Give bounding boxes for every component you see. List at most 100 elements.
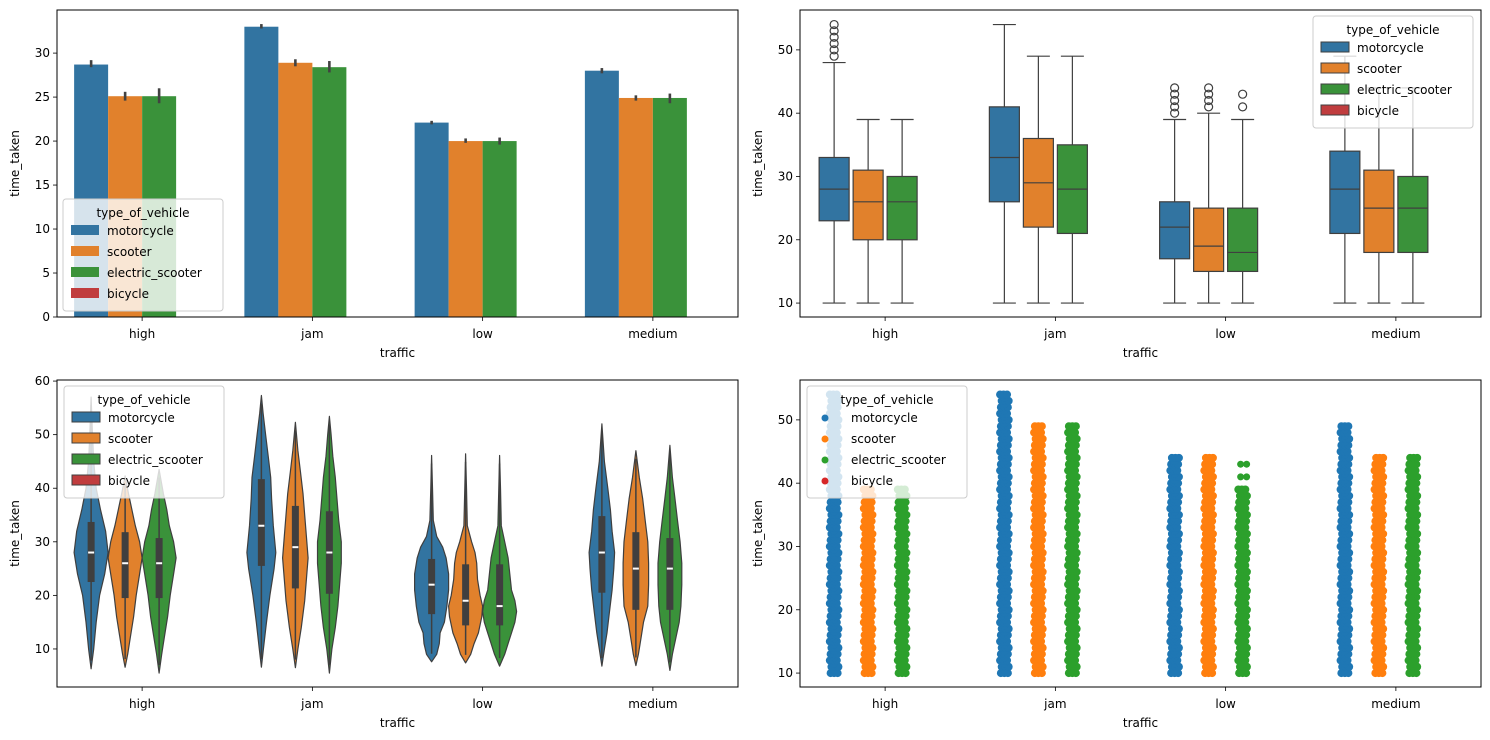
legend-swatch-electric_scooter xyxy=(71,267,99,277)
violin-iqr-box xyxy=(155,538,163,599)
y-tick-label: 20 xyxy=(35,134,50,148)
strip-point xyxy=(1037,422,1046,431)
violin-iqr-box xyxy=(666,538,674,610)
legend-swatch-bicycle xyxy=(1320,104,1350,116)
strip-point xyxy=(1174,453,1183,462)
legend-swatch-electric_scooter xyxy=(71,453,101,465)
legend-label-bicycle: bicycle xyxy=(108,474,150,488)
y-tick-label: 10 xyxy=(778,666,793,680)
legend-label-scooter: scooter xyxy=(108,432,153,446)
box-iqr xyxy=(1193,207,1225,273)
y-axis-label: time_taken xyxy=(8,500,22,567)
y-tick-label: 40 xyxy=(778,476,793,490)
outlier-point xyxy=(829,26,839,36)
strip-point xyxy=(1243,460,1251,468)
outlier-point xyxy=(829,32,839,42)
legend-title: type_of_vehicle xyxy=(96,206,189,220)
outlier-point xyxy=(1170,83,1180,93)
outlier-point xyxy=(1238,89,1248,99)
y-tick-label: 20 xyxy=(778,233,793,247)
violin-scooter-low xyxy=(448,453,484,664)
violin-iqr-box xyxy=(598,516,606,593)
strip-electric_scooter-low xyxy=(1234,460,1251,678)
box-electric_scooter-high xyxy=(886,118,918,304)
box-electric_scooter-medium xyxy=(1397,87,1429,304)
y-tick-label: 5 xyxy=(42,266,50,280)
legend-frame xyxy=(62,198,224,312)
legend: type_of_vehicle motorcycle scooter electric… xyxy=(62,198,224,312)
y-axis-label: time_taken xyxy=(751,130,765,197)
strip-motorcycle-jam xyxy=(996,390,1013,678)
legend-label-bicycle: bicycle xyxy=(107,287,149,301)
outlier-point xyxy=(829,45,839,55)
violin-motorcycle-low xyxy=(414,454,450,663)
legend-label-bicycle: bicycle xyxy=(1357,104,1399,118)
strip-point xyxy=(1071,422,1080,431)
legend-swatch-bicycle xyxy=(71,474,101,486)
violin-motorcycle-jam xyxy=(246,394,277,668)
legend-frame xyxy=(806,385,968,499)
strip-point xyxy=(1344,422,1353,431)
strip-scooter-medium xyxy=(1370,453,1388,678)
box-iqr xyxy=(1159,201,1191,260)
legend: type_of_vehicle motorcycle scooter electric… xyxy=(1312,15,1474,129)
legend-label-scooter: scooter xyxy=(107,245,152,259)
legend-marker-bicycle xyxy=(821,477,829,485)
legend-frame xyxy=(1312,15,1474,129)
box-iqr xyxy=(852,169,884,241)
box-iqr xyxy=(1397,175,1429,254)
violin-iqr-box xyxy=(462,564,470,626)
violin-plot-axes: 10 20 30 40 50 60 high jam low medium traffic time_… xyxy=(8,374,739,730)
bar-motorcycle-jam xyxy=(244,26,279,317)
x-tick-label: jam xyxy=(300,697,323,711)
outlier-point xyxy=(1170,108,1180,118)
y-tick-label: 15 xyxy=(35,178,50,192)
y-axis-label: time_taken xyxy=(751,500,765,567)
box-motorcycle-jam xyxy=(988,23,1020,304)
legend-swatch-scooter xyxy=(1320,62,1350,74)
legend-swatch-motorcycle xyxy=(71,411,101,423)
bar-scooter-low xyxy=(448,141,483,317)
y-tick-label: 30 xyxy=(778,539,793,553)
x-tick-label: low xyxy=(1215,697,1236,711)
strip-electric_scooter-jam xyxy=(1064,422,1081,678)
legend-label-electric_scooter: electric_scooter xyxy=(851,453,946,467)
strip-point xyxy=(1413,453,1422,462)
strip-point xyxy=(1243,473,1251,481)
legend-label-electric_scooter: electric_scooter xyxy=(1357,83,1452,97)
strip-electric_scooter-high xyxy=(893,485,911,678)
legend-marker-electric_scooter xyxy=(821,456,829,464)
x-axis-label: traffic xyxy=(1123,346,1158,360)
violin-electric_scooter-medium xyxy=(657,444,683,671)
legend-label-motorcycle: motorcycle xyxy=(108,411,175,425)
x-tick-label: jam xyxy=(300,327,323,341)
violin-iqr-box xyxy=(428,558,436,615)
box-iqr xyxy=(1329,150,1361,235)
legend-swatch-motorcycle xyxy=(71,225,99,235)
x-tick-label: low xyxy=(1215,327,1236,341)
outlier-point xyxy=(1170,89,1180,99)
legend-marker-motorcycle xyxy=(821,414,829,422)
strip-motorcycle-medium xyxy=(1336,422,1354,678)
violin-iqr-box xyxy=(121,532,129,599)
strip-point xyxy=(1241,485,1250,494)
outlier-point xyxy=(1170,102,1180,112)
box-electric_scooter-jam xyxy=(1056,55,1088,304)
outlier-point xyxy=(829,38,839,49)
y-tick-label: 40 xyxy=(778,106,793,120)
box-scooter-high xyxy=(852,118,884,304)
box-motorcycle-high xyxy=(818,19,850,304)
legend-swatch-bicycle xyxy=(71,288,99,298)
y-tick-label: 60 xyxy=(35,374,50,388)
y-tick-label: 25 xyxy=(35,90,50,104)
box-scooter-jam xyxy=(1022,55,1054,304)
outlier-point xyxy=(1238,102,1248,112)
bar-electric_scooter-low xyxy=(482,141,517,317)
legend-label-motorcycle: motorcycle xyxy=(851,411,918,425)
y-tick-label: 20 xyxy=(35,588,50,602)
x-tick-label: medium xyxy=(1371,327,1420,341)
x-axis-label: traffic xyxy=(380,346,415,360)
box-scooter-low xyxy=(1193,83,1225,304)
legend-label-scooter: scooter xyxy=(851,432,896,446)
outlier-point xyxy=(1204,83,1214,93)
